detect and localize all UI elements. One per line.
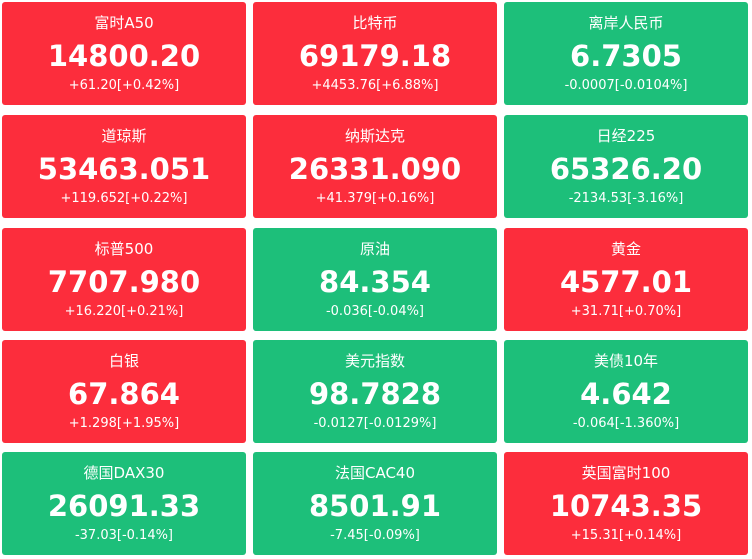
quote-name: 美债10年: [593, 352, 659, 370]
quote-tile[interactable]: 原油 84.354 -0.036[-0.04%]: [253, 228, 497, 331]
quote-tile[interactable]: 黄金 4577.01 +31.71[+0.70%]: [504, 228, 748, 331]
quote-change: -37.03[-0.14%]: [74, 528, 174, 543]
quote-name: 道琼斯: [101, 127, 147, 145]
quote-name: 离岸人民币: [588, 14, 664, 32]
quote-tile[interactable]: 美元指数 98.7828 -0.0127[-0.0129%]: [253, 340, 497, 443]
quote-change: -0.036[-0.04%]: [325, 304, 425, 319]
quote-name: 美元指数: [344, 352, 405, 370]
quote-price: 65326.20: [549, 152, 703, 186]
quote-tile[interactable]: 白银 67.864 +1.298[+1.95%]: [2, 340, 246, 443]
quote-tile[interactable]: 纳斯达克 26331.090 +41.379[+0.16%]: [253, 115, 497, 218]
quote-price: 26091.33: [47, 489, 201, 523]
quote-name: 比特币: [352, 14, 398, 32]
quote-name: 日经225: [596, 127, 656, 145]
quote-tile[interactable]: 德国DAX30 26091.33 -37.03[-0.14%]: [2, 452, 246, 555]
quote-tile[interactable]: 法国CAC40 8501.91 -7.45[-0.09%]: [253, 452, 497, 555]
quote-change: -0.0007[-0.0104%]: [564, 78, 688, 93]
quote-name: 标普500: [94, 240, 154, 258]
quote-price: 26331.090: [288, 152, 462, 186]
quote-name: 纳斯达克: [344, 127, 405, 145]
quote-change: -0.064[-1.360%]: [572, 416, 680, 431]
quote-tile[interactable]: 日经225 65326.20 -2134.53[-3.16%]: [504, 115, 748, 218]
quote-price: 84.354: [319, 265, 431, 299]
quote-tile[interactable]: 富时A50 14800.20 +61.20[+0.42%]: [2, 2, 246, 105]
quote-price: 6.7305: [570, 39, 682, 73]
quote-name: 富时A50: [94, 14, 154, 32]
quote-change: +61.20[+0.42%]: [68, 78, 180, 93]
quote-price: 98.7828: [308, 377, 442, 411]
quote-name: 白银: [108, 352, 139, 370]
quote-price: 53463.051: [37, 152, 211, 186]
quote-tile[interactable]: 道琼斯 53463.051 +119.652[+0.22%]: [2, 115, 246, 218]
quote-change: +15.31[+0.14%]: [570, 528, 682, 543]
quote-name: 英国富时100: [581, 464, 671, 482]
quote-price: 8501.91: [308, 489, 442, 523]
quote-price: 69179.18: [298, 39, 452, 73]
quote-price: 4577.01: [559, 265, 693, 299]
quote-change: +119.652[+0.22%]: [60, 191, 188, 206]
quote-price: 10743.35: [549, 489, 703, 523]
quote-name: 原油: [359, 240, 390, 258]
quote-tile[interactable]: 离岸人民币 6.7305 -0.0007[-0.0104%]: [504, 2, 748, 105]
quote-change: +16.220[+0.21%]: [64, 304, 184, 319]
quote-change: +41.379[+0.16%]: [315, 191, 435, 206]
quote-change: -7.45[-0.09%]: [330, 528, 420, 543]
quote-tile[interactable]: 美债10年 4.642 -0.064[-1.360%]: [504, 340, 748, 443]
quote-change: -2134.53[-3.16%]: [568, 191, 684, 206]
quote-name: 德国DAX30: [83, 464, 165, 482]
quote-change: +1.298[+1.95%]: [68, 416, 180, 431]
quote-tile[interactable]: 比特币 69179.18 +4453.76[+6.88%]: [253, 2, 497, 105]
quote-change: +31.71[+0.70%]: [570, 304, 682, 319]
quote-price: 67.864: [68, 377, 180, 411]
quote-price: 7707.980: [47, 265, 201, 299]
quote-tile[interactable]: 英国富时100 10743.35 +15.31[+0.14%]: [504, 452, 748, 555]
quote-price: 14800.20: [47, 39, 201, 73]
quote-tile[interactable]: 标普500 7707.980 +16.220[+0.21%]: [2, 228, 246, 331]
quote-price: 4.642: [580, 377, 672, 411]
quote-change: +4453.76[+6.88%]: [311, 78, 439, 93]
quote-name: 黄金: [610, 240, 641, 258]
quote-name: 法国CAC40: [334, 464, 416, 482]
quote-change: -0.0127[-0.0129%]: [313, 416, 437, 431]
